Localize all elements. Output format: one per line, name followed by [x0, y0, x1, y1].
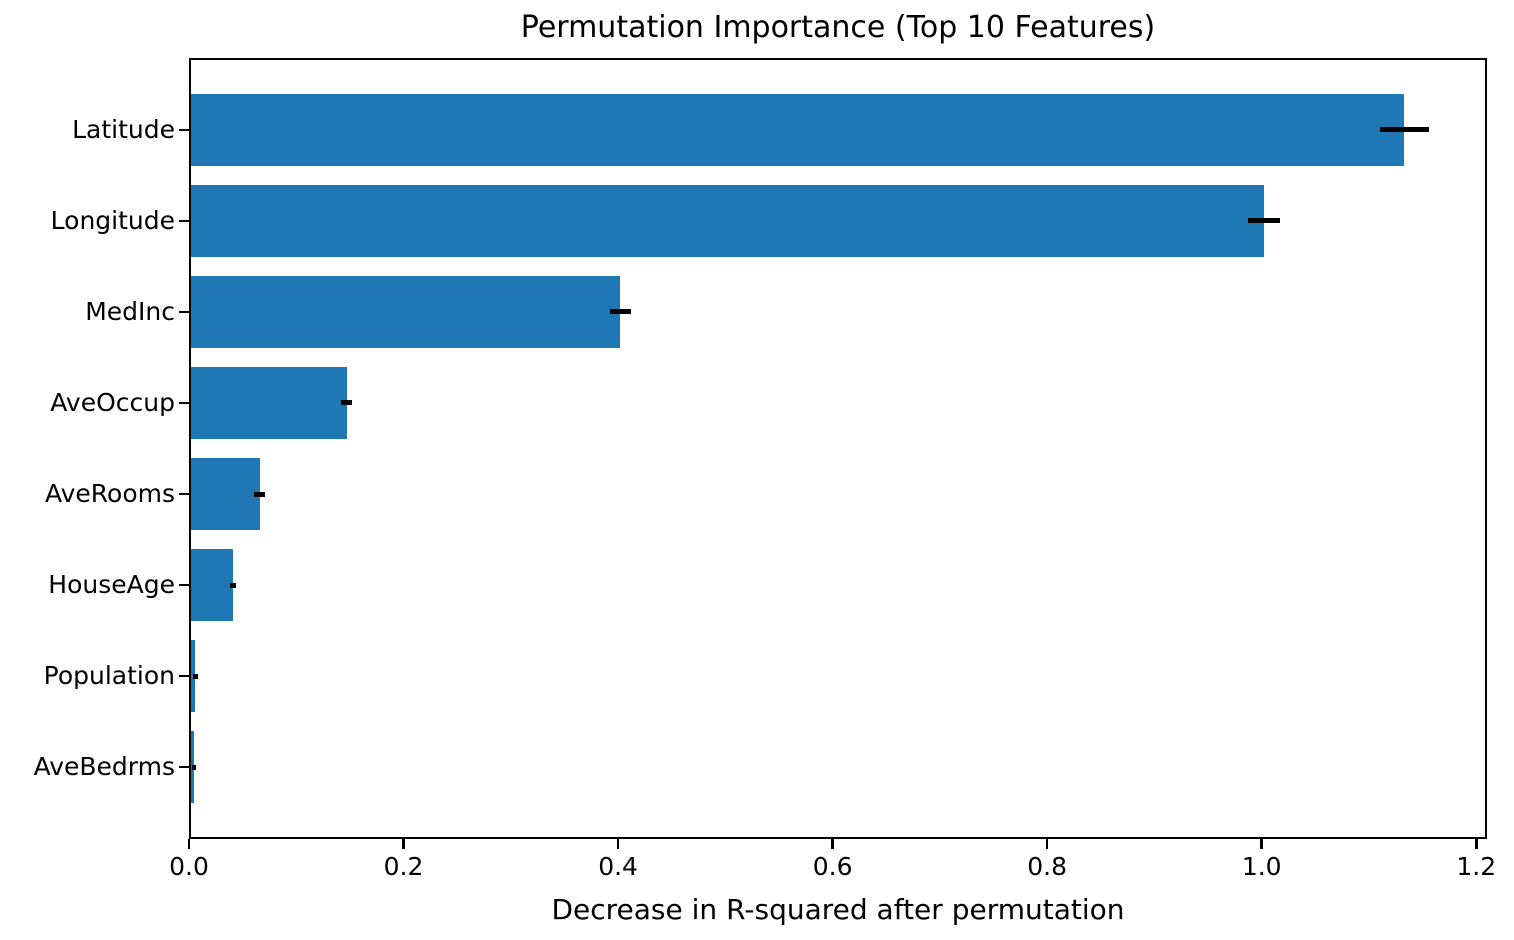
x-tick-mark — [402, 839, 405, 849]
y-tick-label: Longitude — [50, 205, 175, 235]
y-tick-mark — [179, 128, 189, 132]
bar-population — [189, 639, 196, 713]
y-tick-label: AveBedrms — [33, 752, 175, 782]
bar-medinc — [189, 275, 621, 349]
x-tick-label: 1.2 — [1456, 852, 1497, 881]
bar-avebedrms — [189, 730, 195, 804]
x-tick-mark — [187, 839, 191, 849]
x-axis-label: Decrease in R-squared after permutation — [551, 893, 1125, 926]
x-tick-mark — [831, 839, 834, 849]
error-bar-houseage — [229, 582, 237, 588]
y-tick-mark — [179, 401, 189, 405]
x-tick-mark — [1475, 839, 1478, 849]
y-tick-label: Latitude — [72, 114, 175, 144]
y-tick-mark — [179, 674, 189, 678]
error-bar-medinc — [609, 309, 631, 315]
y-tick-mark — [179, 310, 189, 314]
y-tick-mark — [179, 219, 189, 223]
bar-averooms — [189, 457, 260, 531]
y-tick-label: HouseAge — [48, 570, 175, 600]
chart-title: Permutation Importance (Top 10 Features) — [520, 10, 1156, 45]
error-bar-population — [193, 673, 198, 679]
x-tick-label: 1.0 — [1241, 852, 1282, 881]
x-tick-mark — [1260, 839, 1263, 849]
bar-houseage — [189, 548, 233, 622]
error-bar-latitude — [1379, 127, 1430, 133]
x-tick-label: 0.2 — [383, 852, 424, 881]
bar-aveoccup — [189, 366, 347, 440]
bar-longitude — [189, 184, 1264, 258]
y-tick-label: AveOccup — [50, 387, 175, 417]
error-bar-longitude — [1247, 218, 1280, 224]
x-tick-label: 0.0 — [169, 852, 209, 881]
error-bar-avebedrms — [192, 764, 197, 770]
x-tick-mark — [616, 839, 620, 849]
x-tick-mark — [1045, 839, 1049, 849]
x-tick-label: 0.4 — [598, 852, 638, 881]
y-tick-mark — [179, 765, 189, 769]
error-bar-averooms — [254, 491, 266, 497]
x-tick-label: 0.6 — [812, 852, 853, 881]
y-tick-mark — [179, 583, 189, 587]
x-tick-label: 0.8 — [1027, 852, 1068, 881]
y-tick-label: AveRooms — [44, 479, 175, 508]
error-bar-aveoccup — [341, 400, 353, 406]
y-tick-label: Population — [43, 661, 175, 691]
y-tick-mark — [179, 492, 189, 496]
y-tick-label: MedInc — [85, 296, 175, 326]
plot-area-frame — [189, 58, 1487, 839]
bar-latitude — [189, 93, 1405, 167]
